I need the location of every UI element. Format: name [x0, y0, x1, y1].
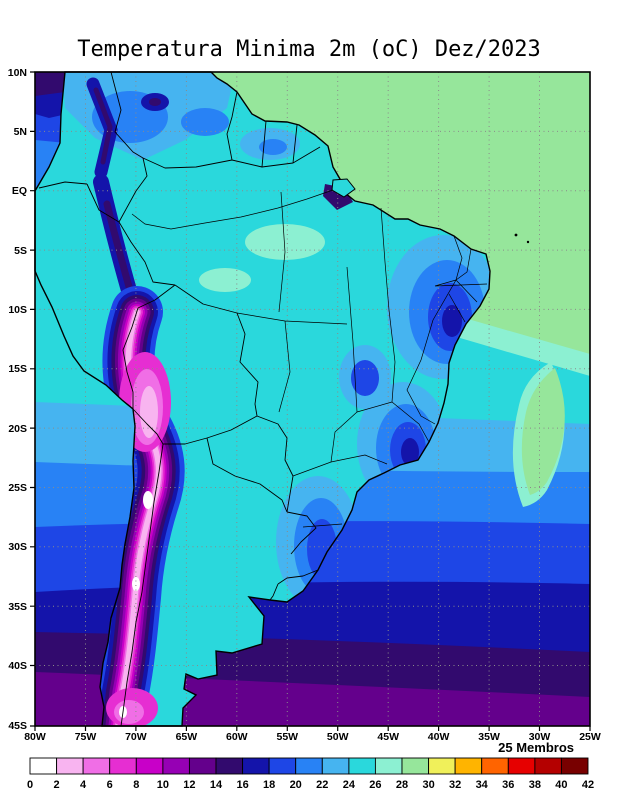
- marajo-island: [331, 178, 356, 198]
- country-borders: [38, 71, 321, 727]
- lon-label: 80W: [24, 731, 46, 743]
- colorbar-tick-label: 28: [396, 779, 408, 791]
- colorbar-tick-label: 40: [555, 779, 567, 791]
- lat-label: 10N: [8, 67, 27, 79]
- colorbar-tick-label: 26: [369, 779, 381, 791]
- lon-label: 75W: [75, 731, 97, 743]
- colorbar-tick-label: 34: [476, 779, 489, 791]
- colorbar: 0 2 4 6 8 10 12 14 16 18 20 22 24 26 28 …: [27, 757, 594, 791]
- colorbar-tick-label: 32: [449, 779, 461, 791]
- colorbar-cell: [162, 757, 190, 775]
- lon-label: 50W: [327, 731, 349, 743]
- colorbar-cell: [135, 757, 164, 775]
- axis-ticks: [30, 71, 591, 731]
- map-frame: [34, 71, 591, 727]
- colorbar-tick-label: 18: [263, 779, 275, 791]
- colorbar-cell: [242, 757, 270, 775]
- colorbar-cell: [534, 757, 562, 775]
- colorbar-cell: [481, 757, 509, 775]
- colorbar-cell: [29, 757, 58, 775]
- colorbar-cell: [56, 757, 84, 775]
- lat-label: 45S: [8, 720, 27, 732]
- colorbar-tick-label: 0: [27, 779, 33, 791]
- lon-label: 35W: [478, 731, 500, 743]
- lon-label: 65W: [176, 731, 198, 743]
- colorbar-tick-label: 6: [107, 779, 113, 791]
- state-borders: [236, 191, 488, 528]
- colorbar-cell: [401, 757, 430, 775]
- colorbar-tick-label: 10: [157, 779, 169, 791]
- page-title: Temperatura Minima 2m (oC) Dez/2023: [77, 37, 541, 62]
- lat-label: 10S: [8, 304, 27, 316]
- lat-label: 5S: [14, 245, 27, 257]
- colorbar-tick-label: 36: [502, 779, 514, 791]
- lat-label: 35S: [8, 601, 27, 613]
- warm-tongue: [521, 368, 565, 495]
- lat-label: 40S: [8, 660, 27, 672]
- lat-label: 25S: [8, 482, 27, 494]
- lon-label: 25W: [579, 731, 601, 743]
- colorbar-tick-label: 22: [316, 779, 328, 791]
- offshore-islands: [514, 233, 530, 244]
- lat-label: 20S: [8, 423, 27, 435]
- lon-label: 45W: [377, 731, 399, 743]
- lat-label: 15S: [8, 363, 27, 375]
- colorbar-cell: [348, 757, 376, 775]
- colorbar-cell: [268, 757, 297, 775]
- colorbar-tick-label: 24: [343, 779, 356, 791]
- colorbar-cell: [507, 757, 536, 775]
- colorbar-cell: [374, 757, 403, 775]
- colorbar-cell: [188, 757, 217, 775]
- lon-label: 70W: [125, 731, 147, 743]
- lat-label: EQ: [12, 185, 27, 197]
- colorbar-tick-label: 8: [133, 779, 139, 791]
- colorbar-tick-label: 16: [236, 779, 248, 791]
- colorbar-cell: [454, 757, 483, 775]
- colorbar-tick-label: 4: [80, 779, 87, 791]
- colorbar-tick-label: 30: [422, 779, 434, 791]
- lat-label: 30S: [8, 541, 27, 553]
- colorbar-cell: [295, 757, 323, 775]
- colorbar-cell: [428, 757, 456, 775]
- colorbar-tick-label: 38: [529, 779, 541, 791]
- colorbar-tick-label: 12: [183, 779, 195, 791]
- lat-label: 5N: [14, 126, 27, 138]
- colorbar-tick-label: 14: [210, 779, 223, 791]
- lon-label: 30W: [529, 731, 551, 743]
- lon-label: 60W: [226, 731, 248, 743]
- colorbar-cell: [215, 757, 244, 775]
- lon-label: 40W: [428, 731, 450, 743]
- colorbar-tick-label: 42: [582, 779, 594, 791]
- colorbar-tick-label: 2: [54, 779, 60, 791]
- colorbar-cell: [82, 757, 111, 775]
- colorbar-tick-label: 20: [290, 779, 302, 791]
- colorbar-cell: [321, 757, 350, 775]
- colorbar-cell: [560, 757, 589, 775]
- members-label: 25 Membros: [498, 740, 574, 755]
- colorbar-cell: [109, 757, 137, 775]
- lon-label: 55W: [277, 731, 299, 743]
- rivers: [131, 189, 436, 425]
